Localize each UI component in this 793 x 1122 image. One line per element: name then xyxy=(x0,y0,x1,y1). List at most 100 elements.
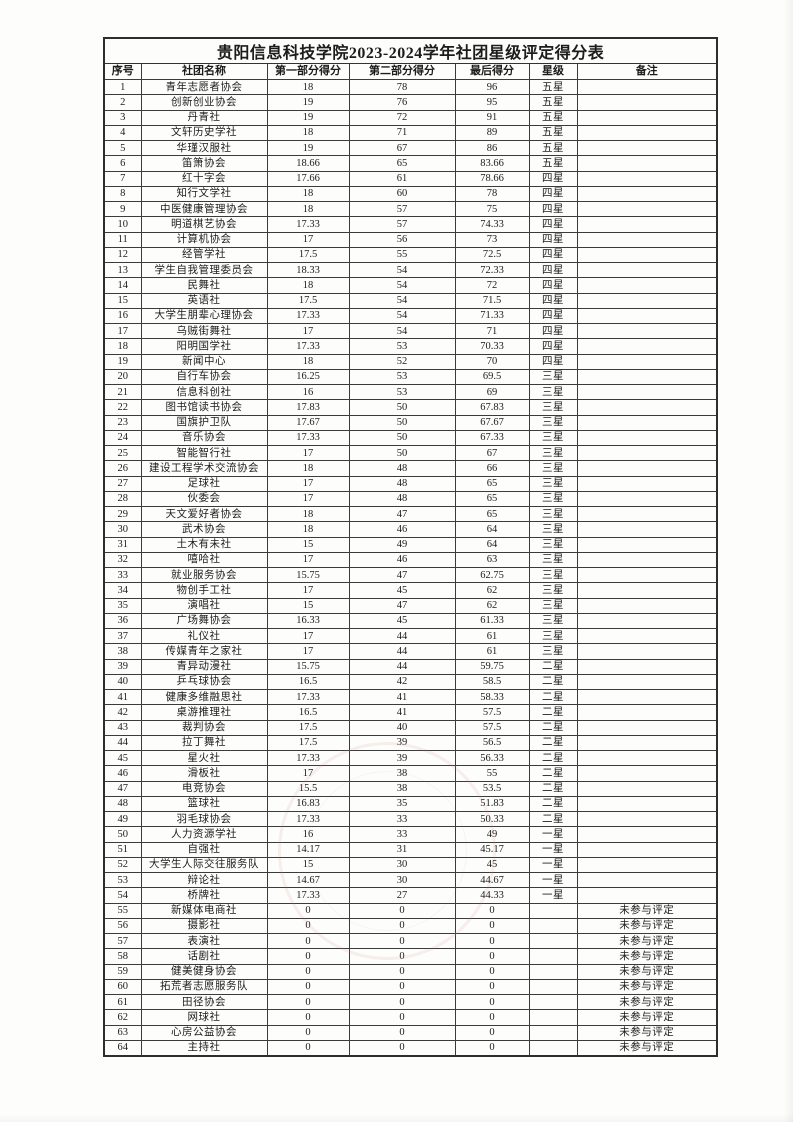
cell-final-score: 50.33 xyxy=(454,810,530,828)
cell-club-name: 传媒青年之家社 xyxy=(140,643,268,660)
cell-part1-score: 17 xyxy=(266,643,350,660)
cell-part2-score: 54 xyxy=(348,292,456,309)
cell-part1-score: 19 xyxy=(266,109,350,126)
cell-club-name: 红十字会 xyxy=(140,170,268,187)
table-row: 5 华瑾汉服社 19 67 86 五星 xyxy=(103,139,718,157)
cell-club-name: 话剧社 xyxy=(140,948,268,965)
table-row: 34 物创手工社 17 45 62 三星 xyxy=(103,582,718,599)
cell-part2-score: 67 xyxy=(348,139,456,157)
cell-index: 43 xyxy=(103,719,142,736)
cell-part1-score: 17 xyxy=(266,444,350,462)
cell-index: 36 xyxy=(103,612,142,630)
cell-index: 3 xyxy=(103,109,142,126)
cell-final-score: 72.5 xyxy=(454,246,530,264)
cell-remark xyxy=(576,826,718,843)
cell-part1-score: 14.67 xyxy=(266,871,350,889)
cell-part2-score: 0 xyxy=(348,932,456,950)
cell-part2-score: 38 xyxy=(348,780,456,797)
cell-final-score: 69.5 xyxy=(454,368,530,386)
cell-star-level: 三星 xyxy=(528,460,578,477)
club-star-rating-table: 贵阳信息科技学院2023-2024学年社团星级评定得分表 序号 社团名称 第一部分得… xyxy=(103,37,719,1057)
cell-final-score: 71.33 xyxy=(454,307,530,325)
cell-final-score: 58.33 xyxy=(454,688,530,706)
cell-club-name: 乌贼街舞社 xyxy=(140,322,268,340)
cell-part1-score: 17 xyxy=(266,582,350,599)
cell-remark xyxy=(576,216,718,233)
cell-remark xyxy=(576,734,718,752)
cell-club-name: 篮球社 xyxy=(140,795,268,813)
cell-club-name: 大学生朋辈心理协会 xyxy=(140,307,268,325)
table-row: 44 拉丁舞社 17.5 39 56.5 二星 xyxy=(103,734,718,752)
cell-part2-score: 55 xyxy=(348,246,456,264)
table-row: 27 足球社 17 48 65 三星 xyxy=(103,475,718,492)
cell-remark xyxy=(576,429,718,447)
cell-star-level xyxy=(528,1039,578,1057)
table-row: 50 人力资源学社 16 33 49 一星 xyxy=(103,826,718,843)
cell-part2-score: 44 xyxy=(348,627,456,645)
cell-club-name: 学生自我管理委员会 xyxy=(140,261,268,279)
column-header-club-name: 社团名称 xyxy=(140,63,268,80)
cell-part1-score: 18 xyxy=(266,124,350,142)
cell-club-name: 物创手工社 xyxy=(140,582,268,599)
cell-part1-score: 0 xyxy=(266,978,350,996)
table-row: 15 英语社 17.5 54 71.5 四星 xyxy=(103,292,718,309)
cell-final-score: 61 xyxy=(454,643,530,660)
cell-club-name: 广场舞协会 xyxy=(140,612,268,630)
cell-star-level: 一星 xyxy=(528,841,578,858)
table-row: 55 新媒体电商社 0 0 0 未参与评定 xyxy=(103,902,718,919)
cell-remark xyxy=(576,704,718,721)
cell-star-level: 四星 xyxy=(528,231,578,248)
table-row: 56 摄影社 0 0 0 未参与评定 xyxy=(103,917,718,935)
cell-club-name: 星火社 xyxy=(140,749,268,767)
cell-remark xyxy=(576,688,718,706)
cell-part2-score: 54 xyxy=(348,261,456,279)
cell-star-level xyxy=(528,917,578,935)
cell-final-score: 73 xyxy=(454,231,530,248)
table-row: 39 青异动漫社 15.75 44 59.75 二星 xyxy=(103,658,718,675)
cell-part2-score: 54 xyxy=(348,307,456,325)
cell-final-score: 67.67 xyxy=(454,414,530,431)
table-row: 58 话剧社 0 0 0 未参与评定 xyxy=(103,948,718,965)
cell-part2-score: 39 xyxy=(348,734,456,752)
cell-remark xyxy=(576,597,718,614)
cell-part1-score: 0 xyxy=(266,1009,350,1026)
cell-part2-score: 45 xyxy=(348,582,456,599)
cell-index: 4 xyxy=(103,124,142,142)
column-header-remark: 备注 xyxy=(576,63,718,80)
table-row: 13 学生自我管理委员会 18.33 54 72.33 四星 xyxy=(103,261,718,279)
cell-star-level: 二星 xyxy=(528,810,578,828)
column-header-star-level: 星级 xyxy=(528,63,578,80)
cell-index: 58 xyxy=(103,948,142,965)
cell-club-name: 拓荒者志愿服务队 xyxy=(140,978,268,996)
cell-remark xyxy=(576,505,718,523)
cell-remark xyxy=(576,612,718,630)
cell-final-score: 62 xyxy=(454,597,530,614)
table-row: 59 健美健身协会 0 0 0 未参与评定 xyxy=(103,963,718,980)
cell-part1-score: 17 xyxy=(266,475,350,492)
table-row: 35 演唱社 15 47 62 三星 xyxy=(103,597,718,614)
cell-remark xyxy=(576,673,718,691)
cell-part2-score: 42 xyxy=(348,673,456,691)
cell-final-score: 56.5 xyxy=(454,734,530,752)
cell-remark xyxy=(576,368,718,386)
cell-index: 64 xyxy=(103,1039,142,1057)
cell-club-name: 礼仪社 xyxy=(140,627,268,645)
cell-part2-score: 50 xyxy=(348,414,456,431)
table-row: 37 礼仪社 17 44 61 三星 xyxy=(103,627,718,645)
cell-part2-score: 78 xyxy=(348,78,456,96)
cell-part1-score: 18 xyxy=(266,460,350,477)
cell-club-name: 明道棋艺协会 xyxy=(140,216,268,233)
cell-remark: 未参与评定 xyxy=(576,1024,718,1041)
cell-final-score: 57.5 xyxy=(454,704,530,721)
cell-remark xyxy=(576,841,718,858)
column-header-part1-score: 第一部分得分 xyxy=(266,63,350,80)
cell-part1-score: 17.33 xyxy=(266,810,350,828)
cell-star-level: 四星 xyxy=(528,216,578,233)
cell-index: 60 xyxy=(103,978,142,996)
table-row: 21 信息科创社 16 53 69 三星 xyxy=(103,383,718,401)
cell-index: 21 xyxy=(103,383,142,401)
cell-remark xyxy=(576,383,718,401)
cell-remark xyxy=(576,810,718,828)
cell-star-level: 三星 xyxy=(528,429,578,447)
